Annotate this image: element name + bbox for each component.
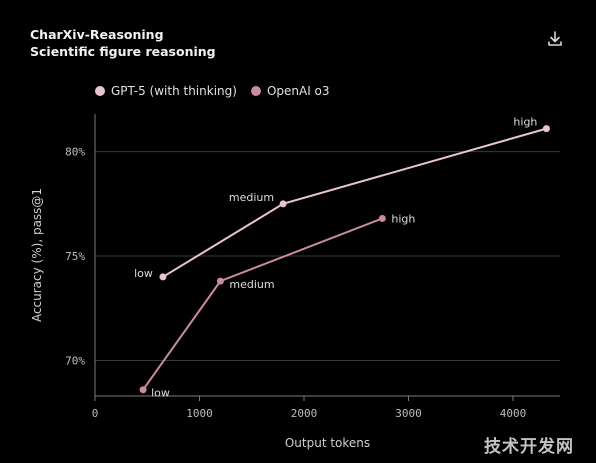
data-point-s0-1 xyxy=(279,200,287,208)
data-point-s1-0 xyxy=(139,386,147,394)
x-tick-label: 0 xyxy=(92,407,99,420)
y-tick-label: 80% xyxy=(65,146,85,159)
data-point-s0-0 xyxy=(159,273,167,281)
legend-marker-series-0 xyxy=(95,86,105,96)
x-tick-label: 2000 xyxy=(291,407,318,420)
data-label-s0-2: high xyxy=(513,116,537,129)
legend-label-series-1: OpenAI o3 xyxy=(266,84,330,98)
chart-header: CharXiv-Reasoning Scientific figure reas… xyxy=(30,26,216,60)
data-label-s1-2: high xyxy=(391,212,415,225)
x-tick-label: 4000 xyxy=(500,407,527,420)
y-tick-label: 70% xyxy=(65,354,85,367)
legend-item-series-1[interactable]: OpenAI o3 xyxy=(250,84,330,98)
data-point-s1-2 xyxy=(378,214,386,222)
series-line-1 xyxy=(142,217,383,391)
chart-title: CharXiv-Reasoning xyxy=(30,27,164,42)
data-label-s1-0: low xyxy=(151,387,170,400)
chart-legend: GPT-5 (with thinking) OpenAI o3 xyxy=(95,84,330,98)
download-button[interactable] xyxy=(544,28,566,50)
data-label-s0-0: low xyxy=(134,267,153,280)
x-tick-label: 1000 xyxy=(186,407,213,420)
legend-item-series-0[interactable]: GPT-5 (with thinking) xyxy=(95,84,237,98)
legend-marker-series-1 xyxy=(250,86,261,96)
series-line-0 xyxy=(162,127,547,278)
y-tick-label: 75% xyxy=(65,250,85,263)
data-label-s0-1: medium xyxy=(229,191,274,204)
y-axis-label: Accuracy (%), pass@1 xyxy=(30,188,44,322)
data-point-s1-1 xyxy=(216,277,224,285)
x-axis-label: Output tokens xyxy=(285,436,370,450)
watermark-text: 技术开发网 xyxy=(484,437,574,457)
data-label-s1-1: medium xyxy=(229,278,274,291)
data-point-s0-2 xyxy=(542,125,550,133)
chart-subtitle: Scientific figure reasoning xyxy=(30,44,216,59)
legend-label-series-0: GPT-5 (with thinking) xyxy=(111,84,237,98)
download-icon xyxy=(548,31,562,46)
x-tick-label: 3000 xyxy=(395,407,422,420)
